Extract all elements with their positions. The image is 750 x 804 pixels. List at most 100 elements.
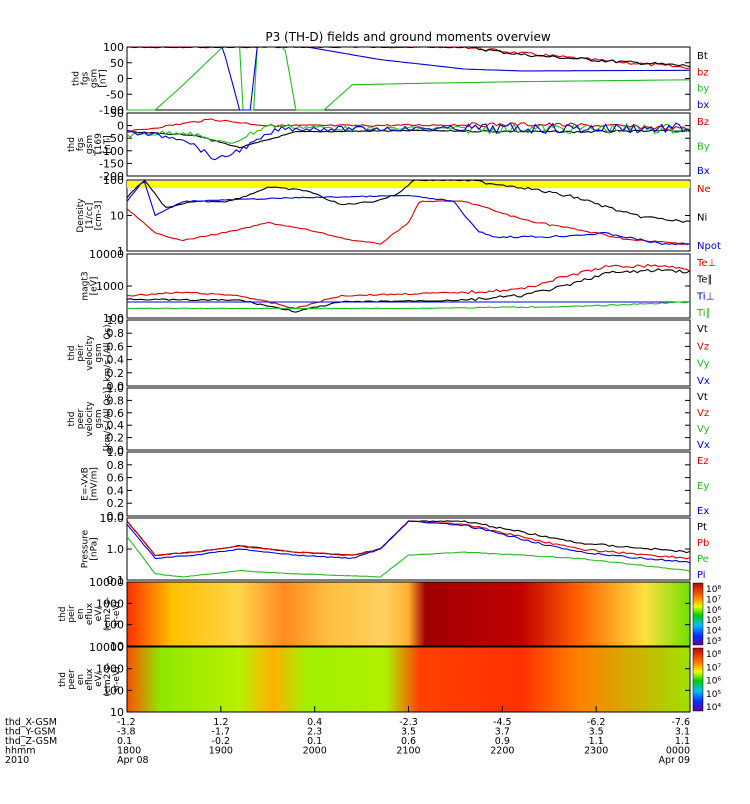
- y-tick-label: -150: [99, 157, 124, 170]
- y-axis-label: sr-eV): [112, 601, 122, 627]
- y-axis-label: thd: [58, 607, 68, 622]
- x-row-label: thd_X-GSM: [5, 717, 57, 728]
- x-tick-label: 0000: [666, 746, 690, 757]
- y-axis-label: Pressure: [81, 529, 91, 568]
- legend-Ti⊥: Ti⊥: [696, 291, 714, 302]
- y-tick-label: 10000: [89, 248, 124, 261]
- panel-temp: 10000 1000 100 magt3 [eV] Te⊥ Te∥ Ti⊥ Ti∥: [81, 248, 717, 325]
- spectrogram-peir: [127, 582, 690, 646]
- y-tick-label: 10: [110, 640, 124, 653]
- x-tick-label: -3.8: [117, 727, 136, 738]
- legend-Pb: Pb: [697, 538, 709, 549]
- y-axis-label: Density: [76, 198, 86, 233]
- y-axis-label: thd: [72, 71, 82, 86]
- series-line: [126, 179, 691, 224]
- y-tick-label: 0.2: [107, 432, 125, 445]
- y-axis-label: thd: [67, 137, 77, 152]
- y-tick-label: 1.0: [107, 446, 125, 459]
- y-axis-label: E=-VxB: [81, 467, 91, 501]
- y-tick-label: -100: [99, 104, 124, 117]
- y-tick-label: 50: [110, 107, 124, 120]
- legend-Pt: Pt: [697, 522, 707, 533]
- colorbar-label: 10⁶: [706, 677, 721, 687]
- colorbar-label: 10⁸: [706, 585, 721, 595]
- y-tick-label: -100: [99, 145, 124, 158]
- y-tick-label: 10: [110, 210, 124, 223]
- x-tick-label: 2.3: [307, 727, 322, 738]
- colorbar-label: 10³: [706, 637, 721, 647]
- colorbar-label: 10⁷: [706, 595, 721, 605]
- x-tick-label: 3.1: [675, 727, 690, 738]
- x-row-label: hhmm: [5, 746, 36, 757]
- legend-Ni: Ni: [697, 213, 707, 224]
- x-tick-label: 0.9: [495, 736, 510, 747]
- legend-Ti∥: Ti∥: [696, 308, 711, 319]
- legend-Vt: Vt: [697, 324, 708, 335]
- x-tick-label: -6.2: [587, 717, 606, 728]
- y-tick-label: 1.0: [107, 543, 125, 556]
- legend-Ez: Ez: [697, 456, 709, 467]
- y-tick-label: 1000: [96, 597, 124, 610]
- colorbar-label: 10⁴: [706, 627, 721, 637]
- x-tick-label: 1900: [209, 746, 233, 757]
- legend-By: By: [697, 142, 710, 153]
- legend-Vy: Vy: [697, 424, 710, 435]
- colorbar-label: 10⁵: [706, 616, 721, 626]
- x-tick-label: 0.6: [401, 736, 416, 747]
- series-line: [126, 181, 691, 246]
- y-tick-label: 1000: [96, 663, 124, 676]
- y-tick-label: 0: [117, 73, 124, 86]
- y-tick-label: 1.0: [107, 382, 125, 395]
- panel-frame: [126, 581, 691, 647]
- y-axis-label: [mV/m]: [90, 467, 100, 501]
- panel-frame: [126, 387, 691, 451]
- x-tick-label: -0.2: [212, 736, 231, 747]
- y-axis-label: fgs: [81, 71, 91, 85]
- y-tick-label: 1000: [96, 280, 124, 293]
- colorbar-label: 10⁵: [706, 690, 721, 700]
- y-axis-label: thd: [58, 672, 68, 687]
- y-tick-label: 0.4: [107, 484, 125, 497]
- x-tick-label: Apr 08: [117, 755, 149, 766]
- y-tick-label: 0.8: [107, 394, 125, 407]
- y-tick-label: 0.4: [107, 354, 125, 367]
- y-tick-label: 100: [103, 41, 124, 54]
- colorbar-label: 10⁶: [706, 606, 721, 616]
- series-line: [126, 268, 691, 313]
- x-tick-label: 2200: [490, 746, 514, 757]
- y-tick-label: 0.0: [107, 380, 125, 393]
- y-axis-label: velocity: [85, 401, 95, 437]
- y-tick-label: 1: [117, 245, 124, 258]
- series-line: [126, 122, 691, 161]
- legend-Npot: Npot: [697, 241, 721, 252]
- y-tick-label: 100: [103, 174, 124, 187]
- series-line: [126, 520, 691, 560]
- figure-title: P3 (TH-D) fields and ground moments over…: [265, 30, 550, 44]
- y-tick-label: 0.2: [107, 497, 125, 510]
- y-axis-label: (cm2-s-: [103, 662, 113, 696]
- legend-Vy: Vy: [697, 359, 710, 370]
- series-line: [127, 46, 690, 111]
- y-axis-label: eflux: [85, 602, 95, 625]
- y-tick-label: 0.0: [107, 444, 125, 457]
- x-tick-label: 0.1: [117, 736, 132, 747]
- legend-Pe: Pe: [697, 554, 709, 565]
- y-axis-label: [1/cc]: [85, 203, 95, 229]
- x-tick-label: -7.6: [671, 717, 690, 728]
- legend-Vz: Vz: [697, 341, 709, 352]
- y-axis-label: thd: [67, 412, 77, 427]
- x-tick-label: -2.3: [399, 717, 418, 728]
- y-axis-label: eV/: [94, 671, 104, 687]
- series-line: [126, 520, 691, 557]
- y-axis-label: peir: [67, 605, 77, 623]
- y-tick-label: 0: [117, 120, 124, 133]
- panel-pressure: 10.0 1.0 0.1 Pressure [nPa] Pt Pb Pe Pi: [81, 512, 710, 587]
- x-tick-label: 3.5: [589, 727, 604, 738]
- y-axis-label: [nT]: [99, 69, 109, 87]
- y-axis-label: km/s (All Qs): [103, 324, 113, 381]
- y-axis-label: gsm: [85, 135, 95, 154]
- y-axis-label: [eV]: [90, 277, 100, 296]
